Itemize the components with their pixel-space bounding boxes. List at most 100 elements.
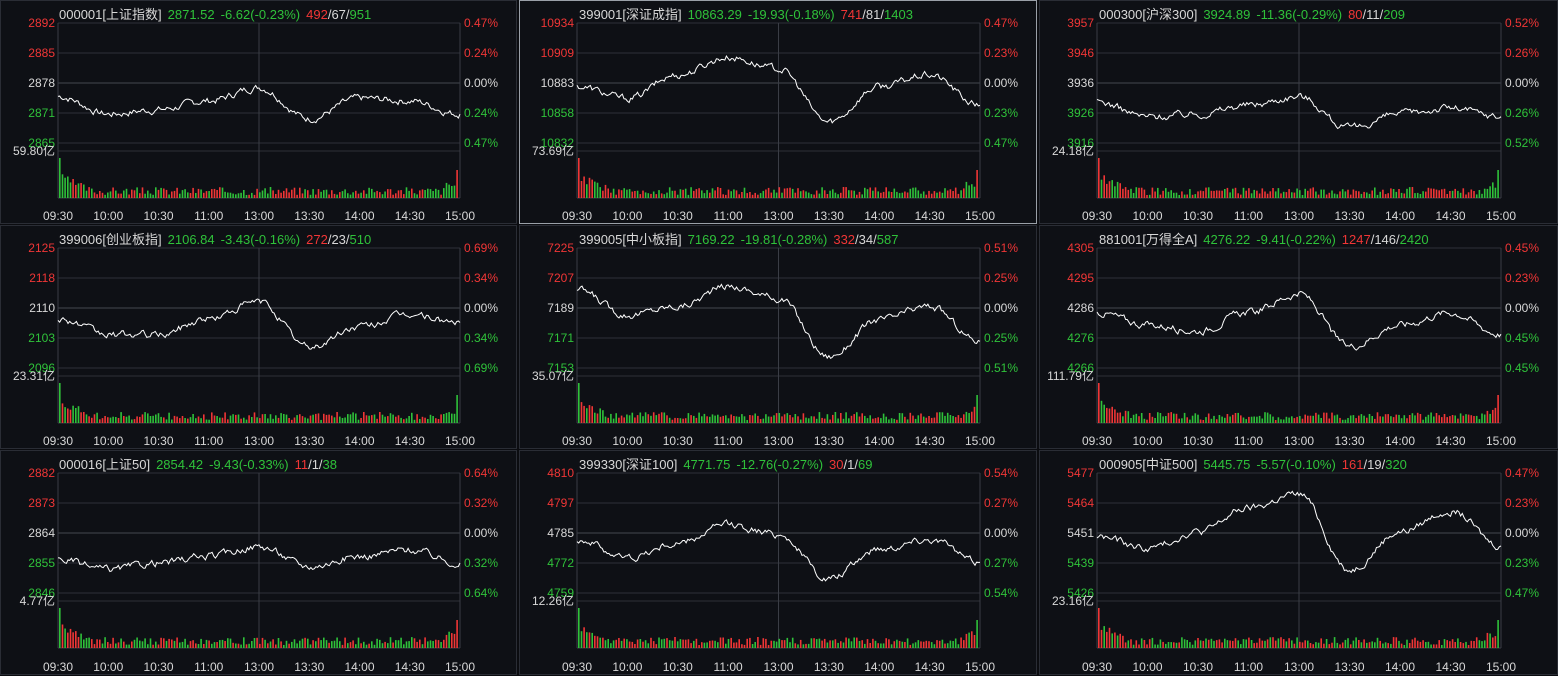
volume-bar — [91, 417, 93, 423]
volume-bar — [61, 403, 64, 423]
volume-bar — [1119, 412, 1121, 423]
volume-bar — [163, 188, 165, 198]
index-panel-399005[interactable]: 399005[中小板指] 7169.22 -19.81(-0.28%) 332/34/… — [519, 225, 1037, 449]
volume-bar — [591, 179, 593, 198]
volume-bar — [205, 639, 208, 648]
volume-bar — [850, 415, 853, 423]
volume-bar — [960, 417, 962, 423]
volume-bar — [1443, 414, 1446, 423]
volume-bar — [586, 632, 588, 648]
pct-tick-label: 0.51% — [984, 361, 1018, 375]
volume-bar — [799, 419, 802, 423]
price-tick-label: 2892 — [28, 16, 55, 30]
volume-bar — [1483, 414, 1486, 423]
volume-bar — [1465, 194, 1467, 198]
volume-bar — [208, 640, 210, 648]
volume-bar — [256, 188, 258, 198]
index-panel-399006[interactable]: 399006[创业板指] 2106.84 -3.43(-0.16%) 272/23/5… — [0, 225, 517, 449]
volume-bar — [1301, 195, 1304, 198]
volume-bar — [424, 417, 426, 423]
index-panel-000300[interactable]: 000300[沪深300] 3924.89 -11.36(-0.29%) 80/11/… — [1039, 0, 1558, 224]
volume-bar — [1202, 191, 1205, 198]
intraday-chart[interactable]: 212521182110210320960.69%0.34%0.00%0.34%… — [1, 226, 518, 450]
index-panel-000905[interactable]: 000905[中证500] 5445.75 -5.57(-0.10%) 161/19/… — [1039, 450, 1558, 675]
intraday-chart[interactable]: 10934109091088310858108320.47%0.23%0.00%… — [520, 1, 1038, 225]
index-panel-000001[interactable]: 000001[上证指数] 2871.52 -6.62(-0.23%) 492/67/9… — [0, 0, 517, 224]
volume-bar — [387, 416, 389, 423]
time-tick-label: 14:30 — [395, 434, 425, 448]
time-tick-label: 14:00 — [864, 434, 894, 448]
volume-bar — [762, 418, 765, 423]
intraday-chart[interactable]: 547754645451543954260.47%0.23%0.00%0.23%… — [1040, 451, 1558, 676]
volume-bar — [1103, 175, 1105, 198]
volume-bar — [1159, 413, 1162, 423]
volume-bar — [973, 635, 976, 648]
volume-bar — [893, 641, 896, 648]
intraday-chart[interactable]: 288228732864285528460.64%0.32%0.00%0.32%… — [1, 451, 518, 676]
index-panel-000016[interactable]: 000016[上证50] 2854.42 -9.43(-0.33%) 11/1/38 2… — [0, 450, 517, 675]
volume-bar — [1116, 412, 1119, 423]
volume-bar — [1213, 190, 1215, 198]
index-name: [沪深300] — [1142, 7, 1198, 22]
time-tick-label: 10:30 — [663, 660, 693, 674]
index-panel-881001[interactable]: 881001[万得全A] 4276.22 -9.41(-0.22%) 1247/146… — [1039, 225, 1558, 449]
volume-bar — [965, 181, 968, 198]
volume-bar — [1197, 638, 1199, 648]
price-tick-label: 3946 — [1067, 46, 1094, 60]
volume-bar — [1489, 633, 1491, 648]
volume-bar — [376, 638, 378, 648]
intraday-chart[interactable]: 722572077189717171530.51%0.25%0.00%0.25%… — [520, 226, 1038, 450]
index-change: -3.43(-0.16%) — [220, 232, 301, 247]
volume-bar — [1277, 188, 1280, 198]
volume-bar — [749, 415, 751, 423]
time-tick-label: 09:30 — [43, 434, 73, 448]
intraday-chart[interactable]: 395739463936392639160.52%0.26%0.00%0.26%… — [1040, 1, 1558, 225]
volume-bar — [607, 188, 609, 198]
volume-bar — [786, 413, 789, 423]
index-panel-399330[interactable]: 399330[深证100] 4771.75 -12.76(-0.27%) 30/1/6… — [519, 450, 1037, 675]
volume-bar — [1138, 644, 1140, 648]
volume-bar — [698, 188, 700, 198]
decliners: 69 — [857, 457, 873, 472]
volume-bar — [647, 414, 650, 423]
volume-bar — [767, 416, 770, 423]
volume-bar — [610, 192, 612, 198]
volume-bar — [1408, 187, 1411, 198]
volume-bar — [620, 640, 623, 648]
volume-bar — [872, 190, 874, 198]
volume-bar — [928, 641, 930, 648]
volume-bar — [1175, 192, 1178, 198]
volume-bar — [936, 412, 938, 423]
volume-bar — [1376, 194, 1379, 198]
intraday-chart[interactable]: 430542954286427642660.45%0.23%0.00%0.45%… — [1040, 226, 1558, 450]
price-tick-label: 4276 — [1067, 331, 1094, 345]
volume-bar — [770, 192, 773, 198]
volume-bar — [357, 419, 360, 423]
index-panel-399001[interactable]: 399001[深证成指] 10863.29 -19.93(-0.18%) 741/81… — [519, 0, 1037, 224]
volume-bar — [1213, 640, 1215, 648]
volume-bar — [453, 413, 456, 423]
volume-bar — [347, 643, 349, 648]
volume-bar — [1181, 637, 1183, 648]
volume-bar — [1323, 643, 1325, 648]
volume-bar — [157, 413, 160, 423]
volume-bar — [1197, 414, 1199, 423]
time-tick-label: 15:00 — [445, 660, 475, 674]
time-tick-label: 10:30 — [143, 434, 173, 448]
intraday-chart[interactable]: 481047974785477247590.54%0.27%0.00%0.27%… — [520, 451, 1038, 676]
volume-bar — [224, 412, 226, 423]
volume-bar — [1282, 639, 1285, 648]
volume-bar — [339, 641, 341, 648]
panel-header: 881001[万得全A] 4276.22 -9.41(-0.22%) 1247/146… — [1099, 229, 1435, 248]
volume-bar — [842, 187, 845, 198]
time-tick-label: 10:30 — [663, 434, 693, 448]
volume-bar — [1433, 416, 1435, 423]
volume-bar — [1186, 194, 1188, 198]
time-tick-label: 11:00 — [714, 660, 743, 674]
volume-bar — [840, 192, 842, 198]
volume-bar — [588, 177, 591, 198]
volume-bar — [754, 192, 756, 198]
volume-bar — [791, 417, 794, 423]
intraday-chart[interactable]: 289228852878287128650.47%0.24%0.00%0.24%… — [1, 1, 518, 225]
volume-label: 12.26亿 — [532, 593, 574, 608]
